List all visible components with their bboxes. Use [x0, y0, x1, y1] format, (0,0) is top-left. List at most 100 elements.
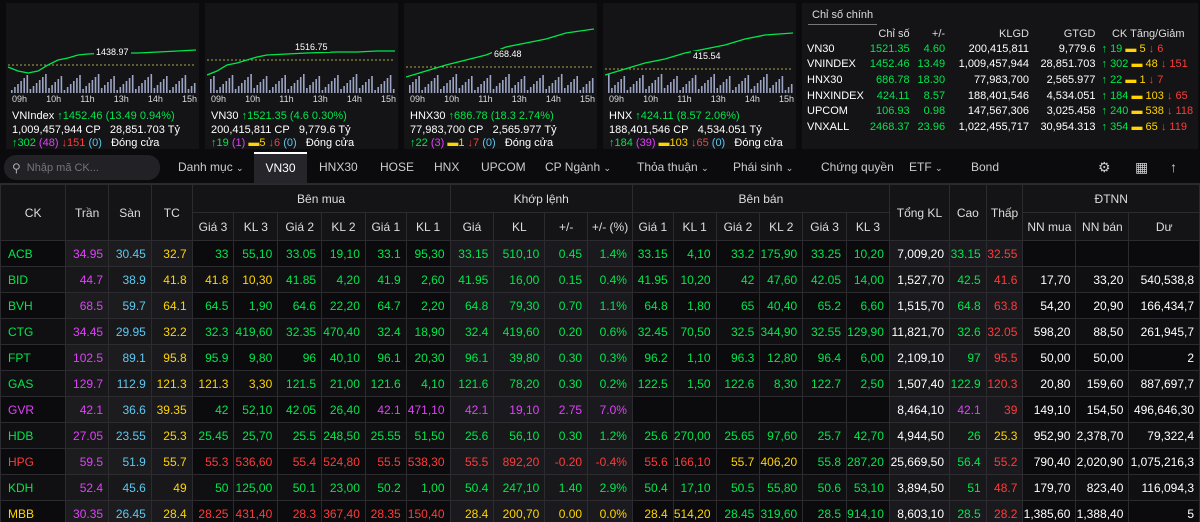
ask-price-1[interactable]: 33.15 — [631, 240, 674, 267]
ask-price-2[interactable]: 32.5 — [715, 318, 761, 345]
bid-price-2[interactable]: 33.05 — [277, 240, 323, 267]
bid-vol-2[interactable]: 40,10 — [321, 344, 366, 371]
ask-price-1[interactable]: 28.4 — [631, 500, 674, 522]
ask-price-2[interactable]: 96.3 — [715, 344, 761, 371]
ask-vol-1[interactable]: 4,10 — [672, 240, 717, 267]
table-row[interactable]: HPG 59.5 51.9 55.7 55.3 536,60 55.4 524,80 55… — [0, 448, 1200, 475]
ask-price-2[interactable]: 122.6 — [715, 370, 761, 397]
bid-vol-2[interactable]: 524,80 — [321, 448, 366, 475]
bid-vol-3[interactable]: 9,80 — [233, 344, 279, 371]
bid-price-1[interactable]: 33.1 — [364, 240, 407, 267]
tab-phai-sinh[interactable]: Phái sinh ⌄ — [733, 160, 794, 174]
ask-price-3[interactable]: 96.4 — [802, 344, 847, 371]
ask-vol-2[interactable]: 175,90 — [759, 240, 804, 267]
summary-row[interactable]: VNINDEX 1452.46 13.49 1,009,457,944 28,8… — [802, 57, 1198, 73]
ask-vol-2[interactable]: 55,80 — [759, 474, 804, 501]
ask-vol-3[interactable] — [846, 396, 890, 423]
bid-price-1[interactable]: 96.1 — [364, 344, 407, 371]
ask-price-1[interactable]: 25.6 — [631, 422, 674, 449]
bid-vol-3[interactable]: 125,00 — [233, 474, 279, 501]
ask-vol-1[interactable]: 10,20 — [672, 266, 717, 293]
stock-search-input[interactable] — [26, 161, 147, 174]
ask-vol-1[interactable]: 514,20 — [672, 500, 717, 522]
ask-vol-3[interactable]: 10,20 — [846, 240, 890, 267]
bid-vol-1[interactable]: 51,50 — [405, 422, 451, 449]
table-row[interactable]: HDB 27.05 23.55 25.3 25.45 25,70 25.5 248,50… — [0, 422, 1200, 449]
bid-vol-3[interactable]: 55,10 — [233, 240, 279, 267]
ask-vol-1[interactable] — [672, 396, 717, 423]
bid-vol-1[interactable]: 4,10 — [405, 370, 451, 397]
stock-symbol[interactable]: ACB — [0, 240, 67, 267]
bid-price-3[interactable]: 95.9 — [191, 344, 235, 371]
stock-symbol[interactable]: BID — [0, 266, 67, 293]
bid-vol-1[interactable]: 471,10 — [405, 396, 451, 423]
table-row[interactable]: ACB 34.95 30.45 32.7 33 55,10 33.05 19,10 33.… — [0, 240, 1200, 267]
bid-price-1[interactable]: 41.9 — [364, 266, 407, 293]
ask-vol-2[interactable]: 12,80 — [759, 344, 804, 371]
table-row[interactable]: GVR 42.1 36.6 39.35 42 52,10 42.05 26,40 42.1… — [0, 396, 1200, 423]
ask-price-2[interactable] — [715, 396, 761, 423]
bid-vol-1[interactable]: 1,00 — [405, 474, 451, 501]
table-row[interactable]: KDH 52.4 45.6 49 50 125,00 50.1 23,00 50.2 1,0… — [0, 474, 1200, 501]
ask-price-1[interactable] — [631, 396, 674, 423]
bid-price-1[interactable]: 50.2 — [364, 474, 407, 501]
tab-upcom[interactable]: UPCOM — [481, 160, 526, 174]
ask-vol-1[interactable]: 17,10 — [672, 474, 717, 501]
bid-price-2[interactable]: 28.3 — [277, 500, 323, 522]
bid-price-3[interactable]: 28.25 — [191, 500, 235, 522]
bid-vol-3[interactable]: 52,10 — [233, 396, 279, 423]
bid-price-1[interactable]: 64.7 — [364, 292, 407, 319]
ask-vol-3[interactable]: 2,50 — [846, 370, 890, 397]
bid-vol-2[interactable]: 248,50 — [321, 422, 366, 449]
table-row[interactable]: BID 44.7 38.9 41.8 41.8 10,30 41.85 4,20 41.9… — [0, 266, 1200, 293]
bid-price-3[interactable]: 55.3 — [191, 448, 235, 475]
bid-vol-3[interactable]: 3,30 — [233, 370, 279, 397]
stock-symbol[interactable]: GVR — [0, 396, 67, 423]
ask-vol-3[interactable]: 6,00 — [846, 344, 890, 371]
mini-chart-hnx[interactable]: 415.54 09h 10h 11h 13h 14h 15h HNX ↑424.11 (8… — [603, 3, 796, 149]
mini-chart-vn30[interactable]: 1516.75 09h 10h 11h 13h 14h 15h VN30 ↑1521.35… — [205, 3, 398, 149]
tab-hnx30[interactable]: HNX30 — [319, 160, 358, 174]
ask-price-2[interactable]: 55.7 — [715, 448, 761, 475]
ask-price-2[interactable]: 28.45 — [715, 500, 761, 522]
tab-etf[interactable]: ETF ⌄ — [909, 160, 943, 174]
ask-vol-2[interactable]: 47,60 — [759, 266, 804, 293]
arrow-up-icon[interactable]: ↑ — [1170, 159, 1177, 175]
stock-symbol[interactable]: BVH — [0, 292, 67, 319]
ask-vol-1[interactable]: 270,00 — [672, 422, 717, 449]
ask-price-1[interactable]: 122.5 — [631, 370, 674, 397]
ask-price-1[interactable]: 55.6 — [631, 448, 674, 475]
tab-hnx[interactable]: HNX — [434, 160, 460, 174]
ask-price-1[interactable]: 41.95 — [631, 266, 674, 293]
stock-symbol[interactable]: HDB — [0, 422, 67, 449]
bid-price-1[interactable]: 42.1 — [364, 396, 407, 423]
ask-price-3[interactable] — [802, 396, 847, 423]
ask-vol-2[interactable] — [759, 396, 804, 423]
ask-vol-3[interactable]: 914,10 — [846, 500, 890, 522]
bid-price-3[interactable]: 41.8 — [191, 266, 235, 293]
tab-thoa-thuan[interactable]: Thỏa thuận ⌄ — [637, 160, 709, 174]
ask-vol-1[interactable]: 1,50 — [672, 370, 717, 397]
summary-row[interactable]: HNX30 686.78 18.30 77,983,700 2,565.977 … — [802, 72, 1198, 88]
tab-chung-quyen[interactable]: Chứng quyền — [821, 160, 894, 174]
bid-vol-1[interactable]: 2,60 — [405, 266, 451, 293]
ask-vol-2[interactable]: 319,60 — [759, 500, 804, 522]
bid-price-1[interactable]: 25.55 — [364, 422, 407, 449]
grid-layout-icon[interactable]: ▦ — [1135, 159, 1149, 175]
table-row[interactable]: FPT 102.5 89.1 95.8 95.9 9,80 96 40,10 96.1 20… — [0, 344, 1200, 371]
ask-vol-2[interactable]: 40,40 — [759, 292, 804, 319]
bid-price-3[interactable]: 121.3 — [191, 370, 235, 397]
ask-price-3[interactable]: 50.6 — [802, 474, 847, 501]
ask-vol-2[interactable]: 8,30 — [759, 370, 804, 397]
bid-price-1[interactable]: 32.4 — [364, 318, 407, 345]
ask-price-3[interactable]: 42.05 — [802, 266, 847, 293]
bid-vol-2[interactable]: 26,40 — [321, 396, 366, 423]
ask-price-1[interactable]: 32.45 — [631, 318, 674, 345]
summary-row[interactable]: VNXALL 2468.37 23.96 1,022,455,717 30,95… — [802, 119, 1198, 135]
bid-price-2[interactable]: 25.5 — [277, 422, 323, 449]
ask-vol-1[interactable]: 166,10 — [672, 448, 717, 475]
bid-vol-3[interactable]: 1,90 — [233, 292, 279, 319]
bid-price-3[interactable]: 32.3 — [191, 318, 235, 345]
ask-vol-3[interactable]: 42,70 — [846, 422, 890, 449]
table-row[interactable]: CTG 34.45 29.95 32.2 32.3 419,60 32.35 470,4… — [0, 318, 1200, 345]
